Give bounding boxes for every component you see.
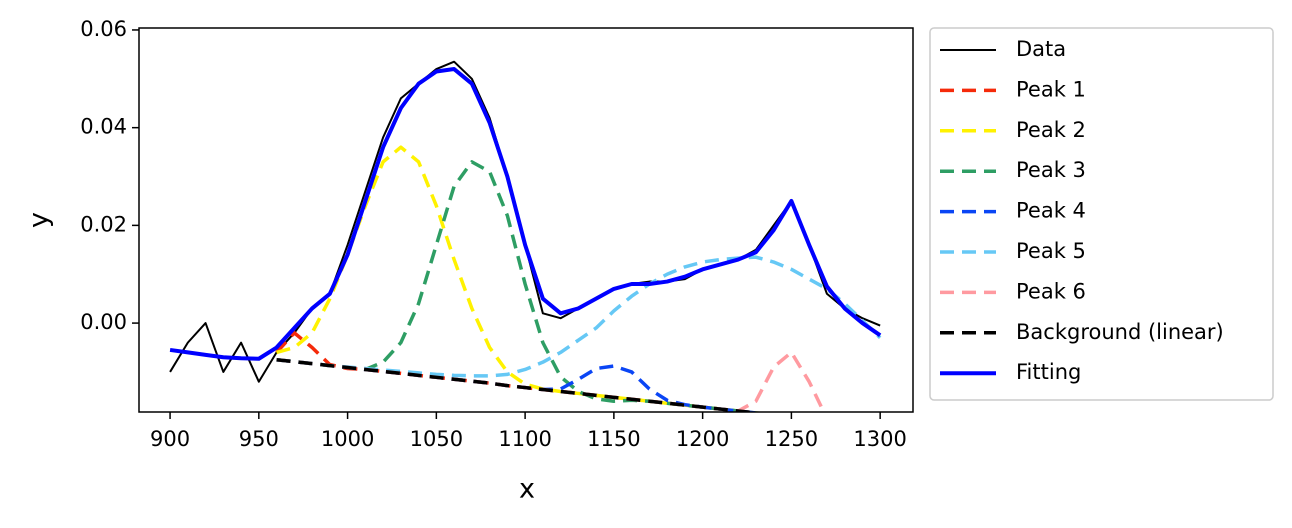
series-line — [276, 350, 826, 412]
plot-frame — [138, 27, 914, 413]
legend-label: Peak 5 — [1016, 239, 1086, 263]
plot-lines — [169, 60, 882, 412]
series-line — [276, 357, 764, 412]
series-line — [169, 67, 882, 361]
y-tick-label: 0.04 — [80, 115, 127, 139]
y-axis-label: y — [24, 212, 55, 228]
legend-label: Peak 1 — [1016, 77, 1086, 101]
x-tick-label: 1200 — [676, 427, 729, 451]
x-tick-label: 950 — [239, 427, 279, 451]
x-tick-label: 1050 — [410, 427, 463, 451]
y-tick-label: 0.06 — [80, 17, 127, 41]
x-axis-label: x — [519, 474, 535, 505]
legend-label: Peak 6 — [1016, 279, 1086, 303]
legend-label: Data — [1016, 37, 1066, 61]
legend-label: Peak 3 — [1016, 158, 1086, 182]
x-tick-label: 900 — [150, 427, 190, 451]
x-tick-label: 1100 — [498, 427, 551, 451]
series-line — [276, 255, 882, 378]
x-tick-label: 1300 — [853, 427, 906, 451]
series-line — [276, 145, 764, 412]
legend-box — [929, 27, 1274, 401]
y-tick-label: 0.02 — [80, 212, 127, 236]
legend-label: Peak 2 — [1016, 118, 1086, 142]
x-tick-label: 1000 — [321, 427, 374, 451]
legend-label: Background (linear) — [1016, 320, 1224, 344]
y-tick-label: 0.00 — [80, 310, 127, 334]
legend-label: Peak 4 — [1016, 199, 1086, 223]
series-line — [169, 60, 881, 383]
x-tick-label: 1150 — [587, 427, 640, 451]
legend-label: Fitting — [1016, 360, 1081, 384]
x-tick-label: 1250 — [765, 427, 818, 451]
